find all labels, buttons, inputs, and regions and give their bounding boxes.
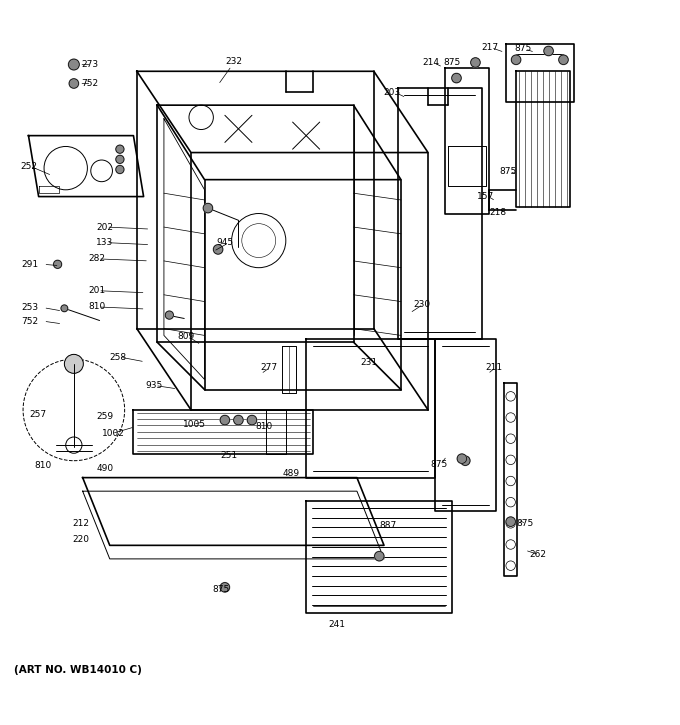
Text: 1002: 1002 [101, 429, 124, 438]
Text: 809: 809 [177, 331, 194, 341]
Text: 875: 875 [515, 44, 532, 54]
Text: 257: 257 [30, 410, 47, 419]
Text: 875: 875 [443, 58, 460, 67]
Text: 231: 231 [360, 358, 377, 367]
Text: 258: 258 [109, 352, 127, 362]
Circle shape [506, 517, 515, 526]
Text: 217: 217 [481, 43, 498, 52]
Text: 214: 214 [423, 58, 440, 67]
Text: 202: 202 [96, 223, 113, 231]
Text: 935: 935 [146, 381, 163, 390]
Text: 490: 490 [96, 464, 114, 473]
Text: 211: 211 [486, 362, 503, 372]
Circle shape [220, 583, 230, 592]
Text: 262: 262 [529, 550, 546, 559]
Text: 875: 875 [430, 460, 447, 469]
Circle shape [165, 311, 173, 319]
Circle shape [220, 415, 230, 425]
Circle shape [471, 58, 480, 67]
Text: 810: 810 [256, 423, 273, 431]
Text: 232: 232 [225, 57, 242, 66]
Circle shape [214, 244, 223, 254]
Circle shape [234, 415, 243, 425]
Text: 220: 220 [73, 535, 90, 544]
Text: 945: 945 [217, 238, 234, 247]
Text: 273: 273 [82, 60, 99, 69]
Text: 875: 875 [499, 167, 516, 176]
Circle shape [116, 155, 124, 163]
Text: 489: 489 [282, 469, 300, 478]
Circle shape [452, 73, 461, 83]
Text: 252: 252 [20, 162, 37, 170]
Text: 887: 887 [379, 521, 396, 529]
Text: 277: 277 [260, 362, 277, 372]
Text: 810: 810 [88, 302, 105, 312]
Circle shape [69, 79, 79, 88]
Text: 251: 251 [220, 451, 237, 460]
Text: 241: 241 [328, 620, 345, 629]
Text: (ART NO. WB14010 C): (ART NO. WB14010 C) [14, 666, 141, 676]
Circle shape [203, 203, 213, 213]
Text: 201: 201 [88, 286, 105, 295]
Circle shape [54, 260, 62, 268]
Circle shape [248, 415, 257, 425]
Text: 752: 752 [82, 79, 99, 88]
Text: 157: 157 [477, 192, 494, 201]
Circle shape [559, 55, 568, 65]
Text: 282: 282 [88, 254, 105, 263]
Text: 253: 253 [22, 303, 39, 312]
Circle shape [116, 145, 124, 153]
Text: 752: 752 [22, 317, 39, 326]
Text: 259: 259 [96, 412, 114, 420]
Text: 218: 218 [489, 208, 506, 218]
Text: 291: 291 [22, 260, 39, 269]
Circle shape [61, 305, 68, 312]
Circle shape [457, 454, 466, 463]
Text: 875: 875 [213, 585, 230, 594]
Circle shape [65, 355, 84, 373]
Text: 133: 133 [96, 238, 114, 247]
Text: 875: 875 [516, 519, 533, 529]
Text: 230: 230 [413, 299, 430, 309]
Text: 810: 810 [34, 461, 51, 470]
Circle shape [544, 46, 554, 56]
Text: 203: 203 [384, 88, 401, 97]
Circle shape [116, 165, 124, 173]
Circle shape [375, 552, 384, 561]
Circle shape [511, 55, 521, 65]
Text: 1005: 1005 [183, 420, 206, 428]
Circle shape [460, 456, 470, 465]
Text: 212: 212 [73, 518, 90, 528]
Circle shape [69, 59, 80, 70]
